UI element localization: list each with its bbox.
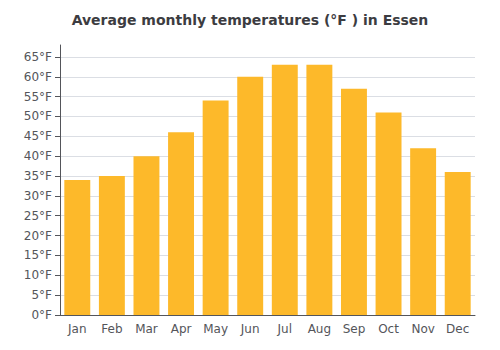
- svg-text:40°F: 40°F: [24, 149, 52, 163]
- svg-text:50°F: 50°F: [24, 109, 52, 123]
- svg-text:45°F: 45°F: [24, 129, 52, 143]
- svg-text:Feb: Feb: [101, 322, 122, 336]
- svg-text:Dec: Dec: [446, 322, 469, 336]
- svg-text:Apr: Apr: [171, 322, 192, 336]
- svg-text:Mar: Mar: [135, 322, 158, 336]
- svg-text:May: May: [203, 322, 228, 336]
- svg-text:60°F: 60°F: [24, 70, 52, 84]
- svg-text:10°F: 10°F: [24, 268, 52, 282]
- svg-text:Jan: Jan: [67, 322, 87, 336]
- svg-text:Aug: Aug: [308, 322, 331, 336]
- svg-text:55°F: 55°F: [24, 90, 52, 104]
- svg-text:20°F: 20°F: [24, 229, 52, 243]
- svg-text:Oct: Oct: [378, 322, 399, 336]
- svg-text:Sep: Sep: [343, 322, 366, 336]
- svg-text:30°F: 30°F: [24, 189, 52, 203]
- svg-text:Average monthly temperatures (: Average monthly temperatures (°F ) in Es…: [72, 12, 429, 28]
- svg-text:Jul: Jul: [277, 322, 292, 336]
- svg-text:25°F: 25°F: [24, 209, 52, 223]
- svg-text:Nov: Nov: [411, 322, 434, 336]
- svg-text:0°F: 0°F: [31, 308, 52, 322]
- svg-text:5°F: 5°F: [31, 288, 52, 302]
- svg-text:Jun: Jun: [240, 322, 260, 336]
- svg-text:15°F: 15°F: [24, 248, 52, 262]
- svg-text:35°F: 35°F: [24, 169, 52, 183]
- svg-text:65°F: 65°F: [24, 50, 52, 64]
